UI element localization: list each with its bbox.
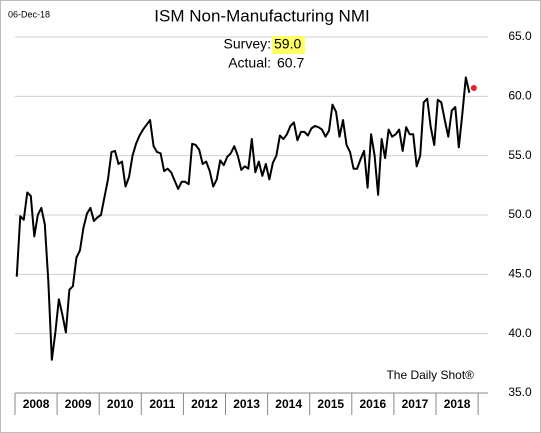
survey-label: Survey:	[224, 36, 271, 52]
actual-point	[470, 85, 477, 92]
x-tick-label: 2013	[233, 397, 260, 411]
source-label: The Daily Shot®	[386, 368, 474, 382]
x-tick-label: 2016	[359, 397, 386, 411]
y-tick-label: 45.0	[508, 267, 532, 281]
y-tick-label: 35.0	[508, 385, 532, 399]
series-line	[15, 76, 471, 361]
actual-label: Actual:	[228, 55, 271, 71]
x-tick-label: 2018	[444, 397, 471, 411]
y-tick-label: 55.0	[508, 148, 532, 162]
x-tick-label: 2008	[23, 397, 50, 411]
chart-title: ISM Non-Manufacturing NMI	[154, 6, 369, 25]
y-tick-label: 65.0	[508, 29, 532, 43]
x-tick-label: 2009	[65, 397, 92, 411]
survey-highlight	[272, 36, 305, 54]
x-tick-label: 2012	[191, 397, 218, 411]
date-label: 06-Dec-18	[8, 9, 50, 19]
x-tick-label: 2017	[402, 397, 429, 411]
x-tick-label: 2014	[275, 397, 302, 411]
survey-value: 59.0	[274, 36, 301, 52]
x-tick-label: 2010	[107, 397, 134, 411]
actual-value: 60.7	[277, 55, 304, 71]
y-tick-label: 60.0	[508, 89, 532, 103]
y-tick-label: 50.0	[508, 207, 532, 221]
x-tick-label: 2011	[149, 397, 175, 411]
x-tick-label: 2015	[317, 397, 344, 411]
y-tick-label: 40.0	[508, 326, 532, 340]
